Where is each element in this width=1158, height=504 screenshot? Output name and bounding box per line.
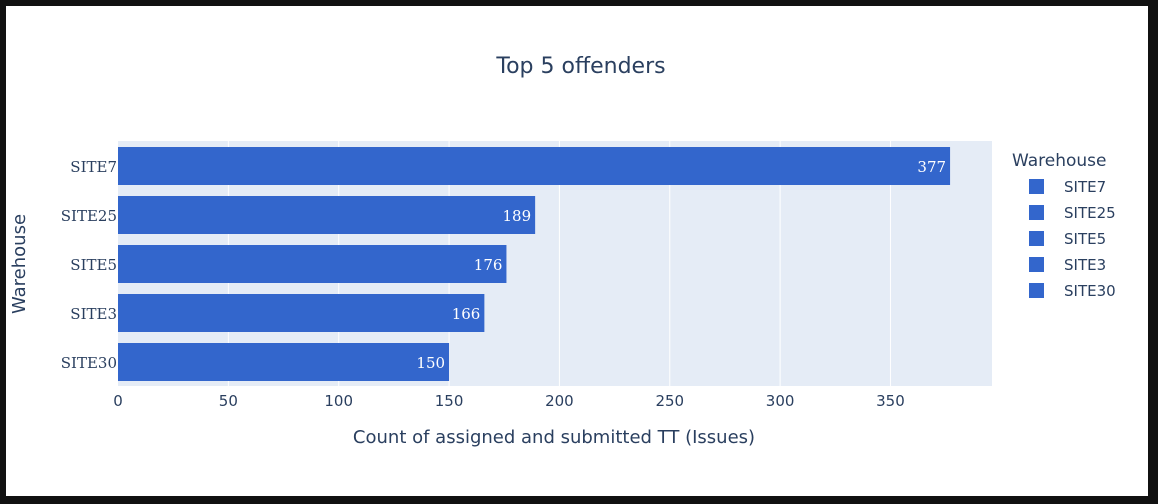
- x-tick-label: 150: [435, 392, 464, 410]
- bar-value-label: 377: [917, 158, 946, 176]
- legend-label: SITE25: [1064, 204, 1116, 222]
- y-category-label: SITE5: [70, 256, 117, 274]
- x-axis-title: Count of assigned and submitted TT (Issu…: [353, 427, 755, 448]
- legend-item-site5[interactable]: SITE5: [1029, 230, 1106, 248]
- chart-frame: Top 5 offenders 377 189 176 166 150 SITE7 SIT…: [6, 6, 1148, 496]
- x-tick-label: 350: [876, 392, 905, 410]
- bar-value-label: 166: [452, 305, 481, 323]
- legend-item-site7[interactable]: SITE7: [1029, 178, 1106, 196]
- x-axis-ticks: 0 50 100 150 200 250 300 350: [113, 392, 905, 410]
- x-tick-label: 100: [324, 392, 353, 410]
- bars: [118, 147, 951, 381]
- legend-label: SITE30: [1064, 282, 1116, 300]
- y-category-label: SITE25: [61, 207, 117, 225]
- legend-swatch: [1029, 231, 1044, 246]
- bar-value-label: 176: [474, 256, 503, 274]
- bar-labels: 377 189 176 166 150: [416, 158, 946, 372]
- legend-swatch: [1029, 205, 1044, 220]
- legend-item-site3[interactable]: SITE3: [1029, 256, 1106, 274]
- bar-site7[interactable]: [118, 147, 951, 185]
- chart-title: Top 5 offenders: [495, 54, 665, 79]
- bar-site30[interactable]: [118, 343, 450, 381]
- bar-value-label: 189: [502, 207, 531, 225]
- bar-value-label: 150: [416, 354, 445, 372]
- legend-swatch: [1029, 257, 1044, 272]
- legend-item-site25[interactable]: SITE25: [1029, 204, 1116, 222]
- bar-site5[interactable]: [118, 245, 507, 283]
- legend-swatch: [1029, 179, 1044, 194]
- x-tick-label: 200: [545, 392, 574, 410]
- legend-label: SITE7: [1064, 178, 1106, 196]
- x-tick-label: 300: [766, 392, 795, 410]
- y-axis-categories: SITE7 SITE25 SITE5 SITE3 SITE30: [61, 158, 117, 372]
- legend-title: Warehouse: [1012, 151, 1106, 171]
- legend-item-site30[interactable]: SITE30: [1029, 282, 1116, 300]
- x-tick-label: 50: [219, 392, 238, 410]
- y-axis-title: Warehouse: [9, 214, 30, 314]
- x-tick-label: 250: [655, 392, 684, 410]
- legend-swatch: [1029, 283, 1044, 298]
- bar-site3[interactable]: [118, 294, 485, 332]
- legend-label: SITE5: [1064, 230, 1106, 248]
- y-category-label: SITE7: [70, 158, 117, 176]
- y-category-label: SITE3: [70, 305, 117, 323]
- legend-label: SITE3: [1064, 256, 1106, 274]
- y-category-label: SITE30: [61, 354, 117, 372]
- legend[interactable]: SITE7 SITE25 SITE5 SITE3 SITE30: [1029, 178, 1116, 300]
- x-tick-label: 0: [113, 392, 123, 410]
- bar-site25[interactable]: [118, 196, 536, 234]
